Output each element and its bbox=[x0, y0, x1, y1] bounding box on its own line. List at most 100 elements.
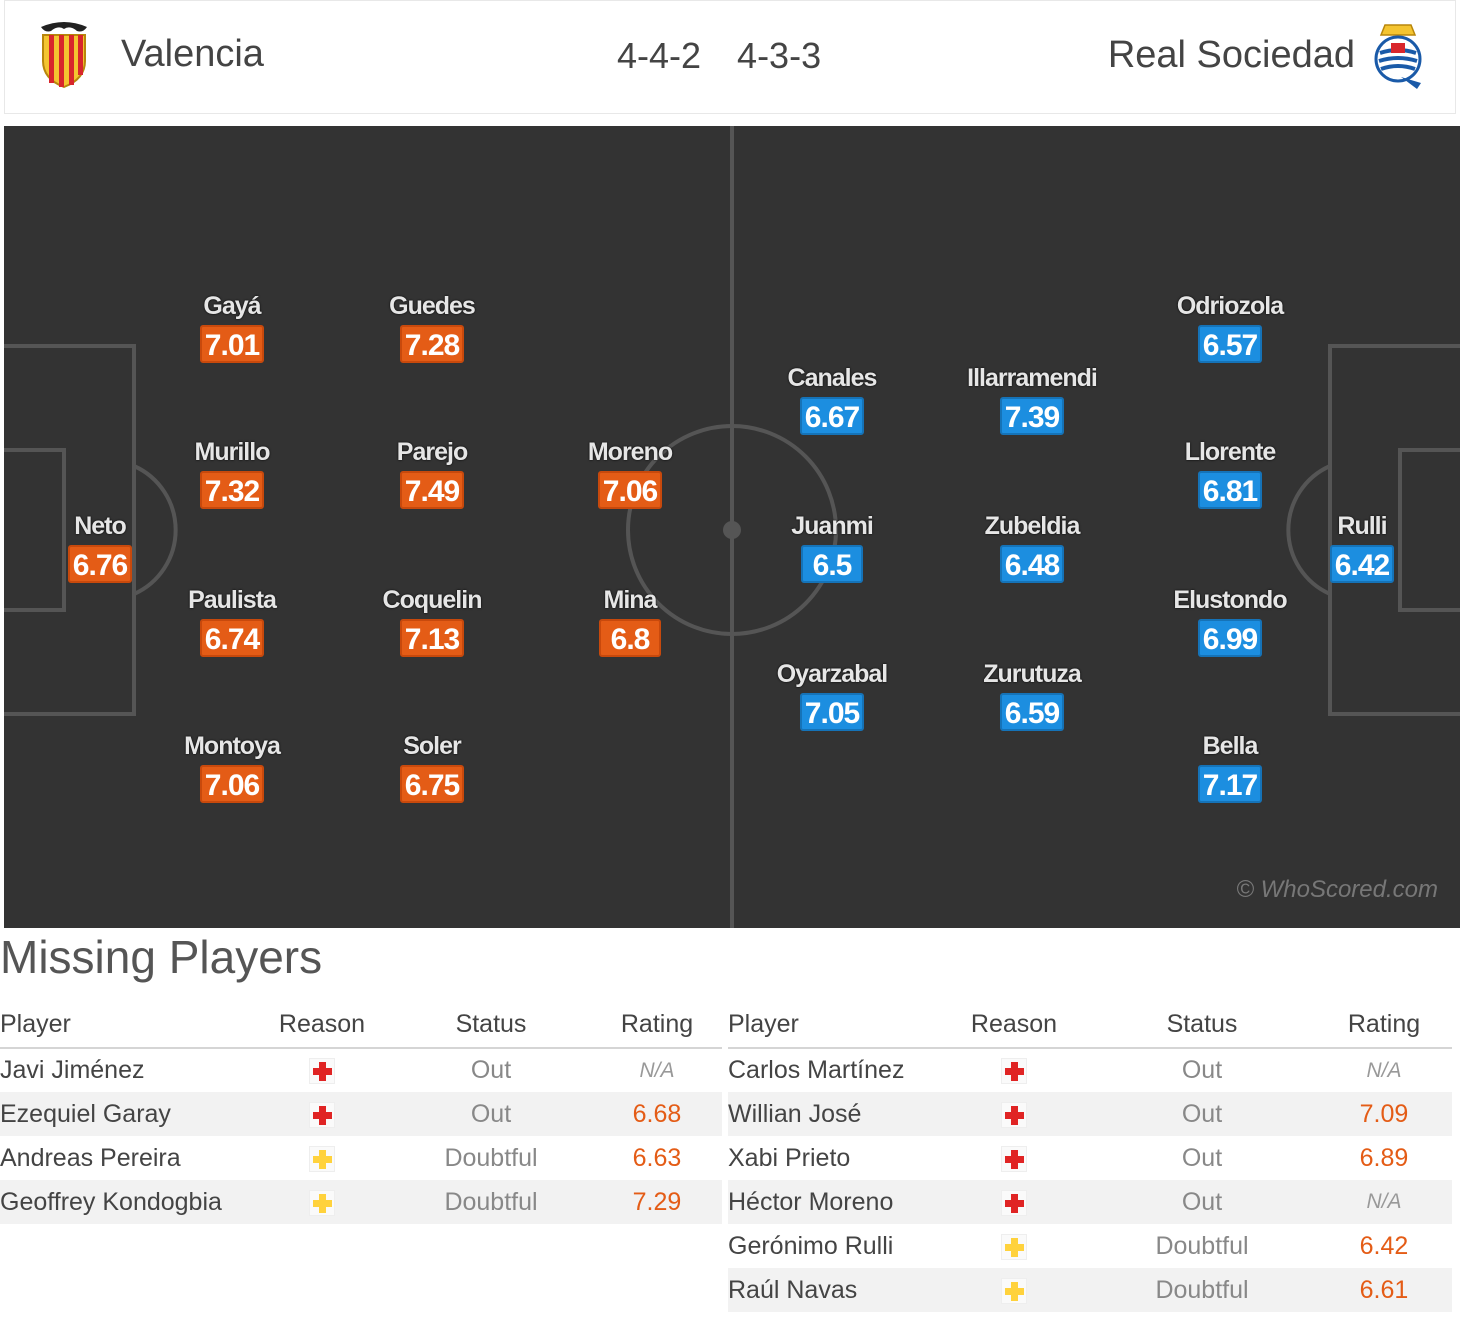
away-player[interactable]: Zurutuza 6.59 bbox=[952, 660, 1112, 731]
table-row: Geoffrey Kondogbia Doubtful 7.29 bbox=[0, 1180, 722, 1224]
player-rating-badge: 7.49 bbox=[399, 471, 465, 509]
player-name: Llorente bbox=[1184, 438, 1277, 466]
player-rating-badge: 6.67 bbox=[799, 397, 865, 435]
player-name: Paulista bbox=[188, 586, 277, 614]
player-name: Odriozola bbox=[1176, 292, 1284, 320]
injury-red-cross-icon[interactable] bbox=[1001, 1189, 1027, 1216]
table-row: Gerónimo Rulli Doubtful 6.42 bbox=[728, 1224, 1452, 1268]
column-header-player[interactable]: Player bbox=[728, 1002, 940, 1049]
reason-cell bbox=[940, 1048, 1088, 1092]
away-player[interactable]: Illarramendi 7.39 bbox=[952, 364, 1112, 435]
away-player[interactable]: Rulli 6.42 bbox=[1282, 512, 1442, 583]
missing-player-name[interactable]: Ezequiel Garay bbox=[0, 1092, 254, 1136]
injury-red-cross-icon[interactable] bbox=[309, 1101, 335, 1128]
column-header-rating[interactable]: Rating bbox=[592, 1002, 722, 1049]
player-rating-badge: 6.74 bbox=[199, 619, 265, 657]
home-player[interactable]: Montoya 7.06 bbox=[152, 732, 312, 803]
home-player[interactable]: Guedes 7.28 bbox=[352, 292, 512, 363]
table-row: Andreas Pereira Doubtful 6.63 bbox=[0, 1136, 722, 1180]
missing-player-name[interactable]: Gerónimo Rulli bbox=[728, 1231, 894, 1260]
away-player[interactable]: Bella 7.17 bbox=[1150, 732, 1310, 803]
player-rating-badge: 7.05 bbox=[799, 693, 865, 731]
home-player[interactable]: Gayá 7.01 bbox=[152, 292, 312, 363]
injury-red-cross-icon[interactable] bbox=[1001, 1058, 1027, 1085]
doubtful-yellow-cross-icon[interactable] bbox=[1001, 1277, 1027, 1304]
away-player[interactable]: Zubeldia 6.48 bbox=[952, 512, 1112, 583]
home-player[interactable]: Neto 6.76 bbox=[20, 512, 180, 583]
column-header-rating[interactable]: Rating bbox=[1316, 1002, 1452, 1049]
column-header-reason[interactable]: Reason bbox=[254, 1002, 390, 1049]
missing-player-name[interactable]: Geoffrey Kondogbia bbox=[0, 1180, 254, 1224]
status-cell: Doubtful bbox=[1155, 1231, 1249, 1260]
away-player[interactable]: Odriozola 6.57 bbox=[1150, 292, 1310, 363]
home-player[interactable]: Coquelin 7.13 bbox=[352, 586, 512, 657]
reason-cell bbox=[254, 1048, 390, 1092]
status-cell: Doubtful bbox=[1088, 1268, 1316, 1312]
column-header-status[interactable]: Status bbox=[1088, 1002, 1316, 1049]
player-name: Neto bbox=[74, 512, 127, 540]
column-header-status[interactable]: Status bbox=[390, 1002, 592, 1049]
player-name: Canales bbox=[787, 364, 878, 392]
table-row: Carlos Martínez Out N/A bbox=[728, 1048, 1452, 1092]
doubtful-yellow-cross-icon[interactable] bbox=[309, 1189, 335, 1216]
player-rating-badge: 6.75 bbox=[399, 765, 465, 803]
status-cell: Out bbox=[1181, 1143, 1223, 1172]
doubtful-yellow-cross-icon[interactable] bbox=[1001, 1233, 1027, 1260]
status-cell: Doubtful bbox=[444, 1143, 538, 1172]
injury-red-cross-icon[interactable] bbox=[1001, 1101, 1027, 1128]
player-name: Mina bbox=[603, 586, 658, 614]
missing-player-name[interactable]: Andreas Pereira bbox=[0, 1143, 181, 1172]
player-name: Parejo bbox=[396, 438, 468, 466]
rating-cell: N/A bbox=[1316, 1180, 1452, 1224]
table-row: Willian José Out 7.09 bbox=[728, 1092, 1452, 1136]
rating-cell: 6.63 bbox=[632, 1143, 682, 1172]
home-team[interactable]: Valencia bbox=[37, 19, 264, 89]
player-name: Guedes bbox=[389, 292, 476, 320]
player-name: Illarramendi bbox=[967, 364, 1098, 392]
rating-cell: N/A bbox=[639, 1058, 675, 1082]
valencia-bat-crest-icon bbox=[41, 22, 87, 89]
missing-player-name[interactable]: Héctor Moreno bbox=[728, 1180, 940, 1224]
injury-red-cross-icon[interactable] bbox=[1001, 1145, 1027, 1172]
column-header-reason[interactable]: Reason bbox=[940, 1002, 1088, 1049]
home-player[interactable]: Paulista 6.74 bbox=[152, 586, 312, 657]
column-header-player[interactable]: Player bbox=[0, 1002, 254, 1049]
reason-cell bbox=[940, 1268, 1088, 1312]
away-team[interactable]: Real Sociedad bbox=[1108, 19, 1425, 91]
home-player[interactable]: Soler 6.75 bbox=[352, 732, 512, 803]
table-header-row: Player Reason Status Rating bbox=[728, 1002, 1452, 1049]
missing-player-name[interactable]: Raúl Navas bbox=[728, 1268, 940, 1312]
player-rating-badge: 7.13 bbox=[399, 619, 465, 657]
player-rating-badge: 7.17 bbox=[1197, 765, 1263, 803]
away-formation: 4-3-3 bbox=[737, 35, 822, 76]
player-name: Soler bbox=[403, 732, 462, 760]
player-rating-badge: 7.32 bbox=[199, 471, 265, 509]
home-team-name: Valencia bbox=[121, 32, 264, 75]
away-missing-table: Player Reason Status Rating Carlos Martí… bbox=[728, 1002, 1452, 1312]
injury-red-cross-icon[interactable] bbox=[309, 1058, 335, 1085]
reason-cell bbox=[940, 1224, 1088, 1268]
missing-player-name[interactable]: Javi Jiménez bbox=[0, 1056, 145, 1084]
away-player[interactable]: Oyarzabal 7.05 bbox=[752, 660, 912, 731]
status-cell: Out bbox=[1181, 1056, 1223, 1084]
status-cell: Doubtful bbox=[390, 1180, 592, 1224]
pitch-markings bbox=[4, 126, 1460, 928]
away-player[interactable]: Juanmi 6.5 bbox=[752, 512, 912, 583]
home-player[interactable]: Mina 6.8 bbox=[550, 586, 710, 657]
missing-player-name[interactable]: Carlos Martínez bbox=[728, 1056, 905, 1084]
home-formation: 4-4-2 bbox=[617, 35, 702, 76]
missing-player-name[interactable]: Xabi Prieto bbox=[728, 1143, 851, 1172]
away-player[interactable]: Elustondo 6.99 bbox=[1150, 586, 1310, 657]
player-name: Elustondo bbox=[1173, 586, 1287, 614]
home-player[interactable]: Murillo 7.32 bbox=[152, 438, 312, 509]
home-player[interactable]: Parejo 7.49 bbox=[352, 438, 512, 509]
away-player[interactable]: Canales 6.67 bbox=[752, 364, 912, 435]
table-row: Héctor Moreno Out N/A bbox=[728, 1180, 1452, 1224]
doubtful-yellow-cross-icon[interactable] bbox=[309, 1145, 335, 1172]
missing-player-name[interactable]: Willian José bbox=[728, 1092, 940, 1136]
player-rating-badge: 6.59 bbox=[999, 693, 1065, 731]
player-name: Bella bbox=[1202, 732, 1259, 760]
away-player[interactable]: Llorente 6.81 bbox=[1150, 438, 1310, 509]
home-player[interactable]: Moreno 7.06 bbox=[550, 438, 710, 509]
home-missing-table: Player Reason Status Rating Javi Jiménez… bbox=[0, 1002, 722, 1224]
